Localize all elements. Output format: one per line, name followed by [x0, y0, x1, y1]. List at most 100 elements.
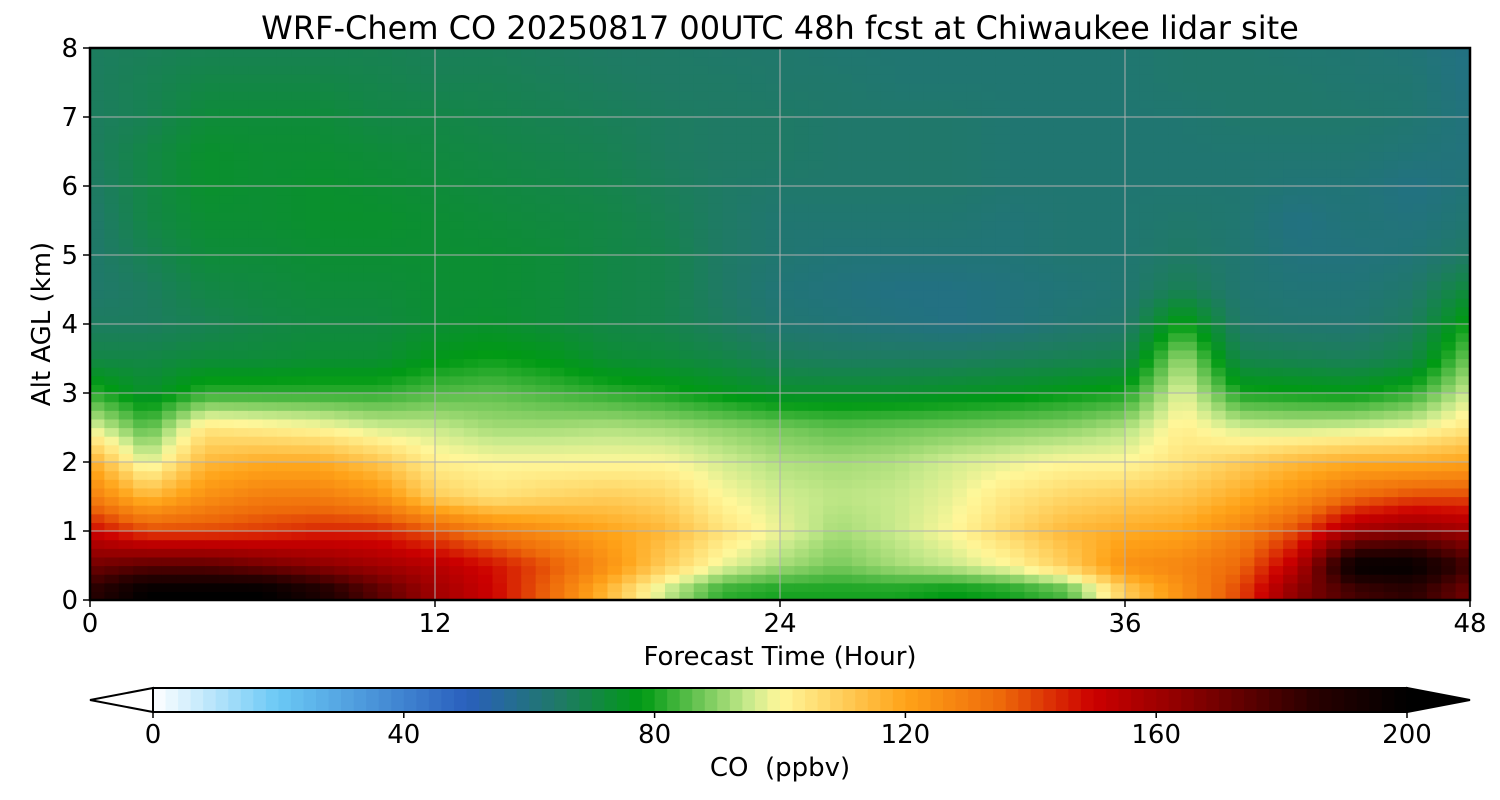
heatmap-cell — [650, 349, 666, 360]
heatmap-cell — [147, 151, 163, 161]
heatmap-cell — [1240, 237, 1255, 247]
heatmap-cell — [176, 211, 192, 222]
heatmap-cell — [1139, 358, 1155, 368]
heatmap-cell — [636, 462, 652, 472]
heatmap-cell — [751, 582, 767, 592]
heatmap-cell — [1297, 462, 1313, 472]
heatmap-cell — [219, 384, 235, 394]
heatmap-cell — [794, 582, 810, 592]
heatmap-cell — [780, 436, 795, 446]
heatmap-cell — [161, 531, 177, 541]
heatmap-cell — [363, 194, 379, 204]
heatmap-cell — [1426, 496, 1442, 506]
heatmap-cell — [1311, 531, 1327, 541]
heatmap-cell — [636, 280, 652, 291]
heatmap-cell — [780, 229, 795, 239]
heatmap-cell — [866, 358, 882, 368]
heatmap-cell — [1455, 220, 1471, 230]
heatmap-cell — [607, 272, 623, 282]
heatmap-cell — [564, 186, 580, 196]
heatmap-cell — [1038, 556, 1054, 567]
heatmap-cell — [794, 522, 810, 532]
heatmap-cell — [823, 272, 839, 282]
heatmap-cell — [205, 186, 220, 196]
heatmap-cell — [406, 539, 422, 549]
heatmap-cell — [521, 436, 537, 446]
heatmap-cell — [176, 574, 192, 584]
heatmap-cell — [938, 393, 954, 403]
heatmap-cell — [363, 513, 379, 523]
heatmap-cell — [233, 591, 249, 601]
heatmap-cell — [449, 280, 465, 291]
heatmap-cell — [1038, 410, 1054, 420]
heatmap-cell — [1053, 324, 1069, 334]
heatmap-cell — [1168, 272, 1184, 282]
heatmap-cell — [305, 470, 321, 480]
heatmap-cell — [1412, 151, 1428, 161]
heatmap-cell — [1268, 151, 1284, 161]
heatmap-cell — [463, 272, 479, 282]
heatmap-cell — [161, 539, 177, 549]
heatmap-cell — [952, 513, 968, 523]
heatmap-cell — [837, 444, 853, 454]
heatmap-cell — [147, 272, 163, 282]
heatmap-cell — [377, 453, 393, 463]
heatmap-cell — [1168, 341, 1184, 351]
heatmap-cell — [348, 418, 364, 429]
heatmap-cell — [1398, 444, 1414, 454]
heatmap-cell — [938, 401, 954, 411]
heatmap-cell — [665, 289, 680, 299]
heatmap-cell — [938, 194, 954, 204]
heatmap-cell — [463, 393, 479, 403]
heatmap-cell — [506, 367, 522, 377]
heatmap-cell — [981, 332, 997, 342]
heatmap-cell — [607, 315, 623, 325]
heatmap-cell — [521, 427, 537, 437]
heatmap-cell — [1024, 229, 1040, 239]
heatmap-cell — [722, 505, 738, 515]
heatmap-cell — [1010, 444, 1025, 454]
heatmap-cell — [1412, 349, 1428, 360]
heatmap-cell — [90, 531, 105, 541]
heatmap-cell — [794, 470, 810, 480]
heatmap-cell — [1240, 453, 1255, 463]
heatmap-cell — [1455, 160, 1471, 170]
heatmap-cell — [708, 487, 724, 498]
heatmap-cell — [895, 556, 910, 567]
heatmap-cell — [823, 470, 839, 480]
heatmap-cell — [90, 315, 105, 325]
heatmap-cell — [895, 151, 910, 161]
heatmap-cell — [1139, 375, 1155, 385]
heatmap-cell — [765, 220, 781, 230]
heatmap-cell — [506, 513, 522, 523]
heatmap-cell — [420, 229, 436, 239]
heatmap-cell — [736, 487, 752, 498]
heatmap-cell — [909, 548, 925, 558]
heatmap-cell — [866, 229, 882, 239]
heatmap-cell — [420, 418, 436, 429]
heatmap-cell — [233, 367, 249, 377]
heatmap-cell — [1355, 229, 1370, 239]
heatmap-cell — [636, 393, 652, 403]
heatmap-cell — [348, 582, 364, 592]
heatmap-cell — [1211, 462, 1227, 472]
heatmap-cell — [535, 556, 551, 567]
heatmap-cell — [118, 453, 134, 463]
heatmap-cell — [521, 151, 537, 161]
heatmap-cell — [1254, 151, 1270, 161]
heatmap-cell — [837, 332, 853, 342]
heatmap-cell — [679, 574, 695, 584]
heatmap-cell — [161, 418, 177, 429]
heatmap-cell — [966, 315, 982, 325]
heatmap-cell — [262, 315, 278, 325]
heatmap-cell — [593, 427, 609, 437]
heatmap-cell — [722, 418, 738, 429]
heatmap-cell — [535, 194, 551, 204]
heatmap-cell — [722, 151, 738, 161]
heatmap-cell — [1455, 324, 1471, 334]
heatmap-cell — [1412, 220, 1428, 230]
heatmap-cell — [1383, 306, 1399, 316]
heatmap-cell — [161, 306, 177, 316]
heatmap-cell — [233, 332, 249, 342]
heatmap-cell — [621, 470, 637, 480]
